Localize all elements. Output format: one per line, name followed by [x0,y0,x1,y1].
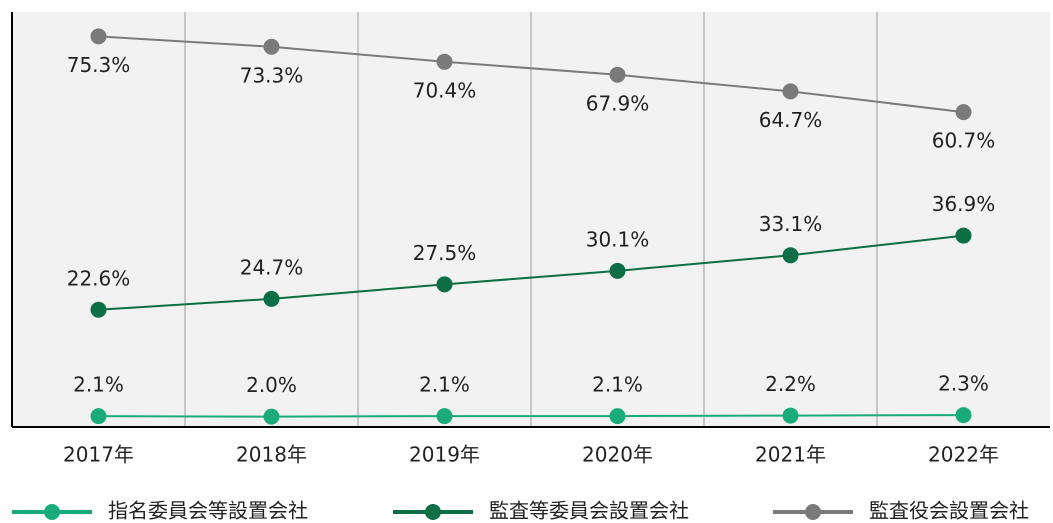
data-point [782,83,799,100]
x-tick-label: 2019年 [409,443,480,467]
x-tick-label: 2017年 [63,443,134,467]
data-label: 70.4% [413,78,477,102]
legend-label: 監査役会設置会社 [869,499,1029,523]
data-point [609,262,626,279]
x-tick-label: 2022年 [928,443,999,467]
legend-marker [425,504,441,520]
data-point [955,227,972,244]
data-label: 33.1% [759,212,823,236]
data-point [90,28,107,45]
series-line [98,414,964,418]
data-label: 36.9% [932,192,996,216]
data-label: 2.1% [419,373,470,397]
data-point [436,53,453,70]
data-label: 2.1% [592,373,643,397]
data-label: 22.6% [67,266,131,290]
data-point [436,408,453,425]
data-point [609,408,626,425]
data-point [436,276,453,293]
data-point [609,66,626,83]
data-label: 2.1% [73,373,124,397]
series-line [98,35,964,114]
data-label: 2.0% [246,373,297,397]
legend-label: 監査等委員会設置会社 [489,499,689,523]
data-point [90,301,107,318]
x-tick-label: 2021年 [755,443,826,467]
data-label: 73.3% [240,63,304,87]
x-tick-label: 2018年 [236,443,307,467]
legend-label: 指名委員会等設置会社 [108,499,308,523]
data-label: 67.9% [586,91,650,115]
data-label: 30.1% [586,227,650,251]
data-label: 2.2% [765,372,816,396]
data-label: 60.7% [932,129,996,153]
data-point [90,408,107,425]
legend-marker [44,504,60,520]
data-point [263,290,280,307]
data-label: 2.3% [938,372,989,396]
data-label: 24.7% [240,255,304,279]
data-label: 75.3% [67,53,131,77]
data-point [263,408,280,425]
data-point [263,38,280,55]
x-tick-label: 2020年 [582,443,653,467]
data-point [782,407,799,424]
data-point [782,247,799,264]
legend-marker [805,504,821,520]
data-point [955,407,972,424]
data-label: 64.7% [759,108,823,132]
data-label: 27.5% [413,241,477,265]
data-point [955,104,972,121]
series-line [98,234,964,311]
